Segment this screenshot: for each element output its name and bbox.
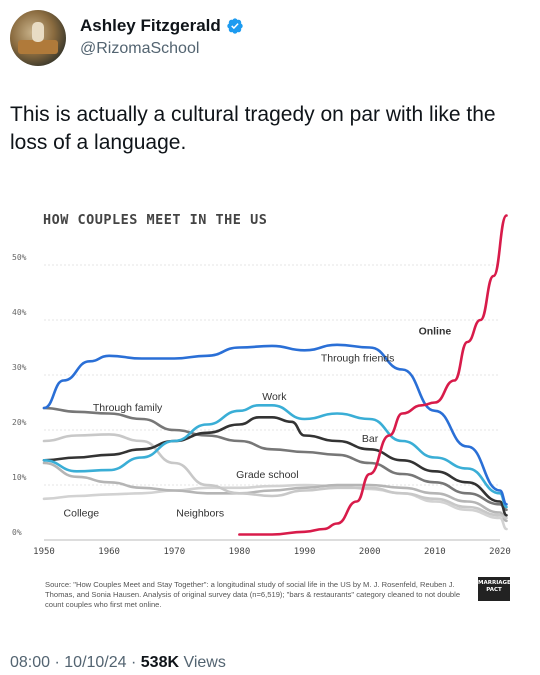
series-line-through-family [42,406,508,512]
y-tick-label: 40% [12,308,27,317]
y-tick-label: 10% [12,473,27,482]
brand-line-2: PACT [486,586,502,593]
x-tick-label: 2010 [424,547,446,557]
x-tick-label: 1990 [294,547,316,557]
x-tick-label: 2020 [489,547,511,557]
y-tick-label: 30% [12,363,27,372]
marriage-pact-logo: MARRIAGE PACT [478,577,511,601]
series-label: Online [419,325,452,337]
author-name-row: Ashley Fitzgerald [80,15,244,37]
series-label: Work [262,391,287,403]
verified-badge-icon [227,18,243,34]
series-line-college [42,461,508,523]
x-tick-label: 1960 [98,547,120,557]
series-line-bar [42,416,508,517]
author-handle[interactable]: @RizomaSchool [80,40,200,57]
x-tick-label: 1970 [163,547,185,557]
views-count: 538K [140,654,180,671]
y-tick-label: 20% [12,418,27,427]
series-label: Through friends [321,352,395,364]
series-line-grade-school [42,433,508,520]
brand-line-1: MARRIAGE [478,580,511,586]
display-name[interactable]: Ashley Fitzgerald [80,16,221,35]
tweet-time[interactable]: 08:00 [10,654,51,671]
x-tick-label: 1950 [33,547,55,557]
source-note: Source: "How Couples Meet and Stay Toget… [45,580,461,609]
series-label: College [64,507,100,519]
tweet-meta: 08:00 · 10/10/24 · 538K Views [10,654,226,672]
tweet-date[interactable]: 10/10/24 [64,654,127,671]
tweet-text: This is actually a cultural tragedy on p… [10,103,496,154]
series-label: Bar [362,433,379,445]
x-tick-label: 1980 [229,547,251,557]
series-label: Through family [93,402,163,414]
meta-separator: · [50,654,65,671]
series-line-online [238,214,508,536]
meta-separator-2: · [126,654,141,671]
chart-image[interactable]: HOW COUPLES MEET IN THE US 0% 10% 20% 30% 40… [10,192,530,628]
tweet-header: Ashley Fitzgerald @RizomaSchool [10,10,530,66]
views-label: Views [179,654,226,671]
series-label: Neighbors [176,507,224,519]
avatar[interactable] [10,10,66,66]
line-chart: 0% 10% 20% 30% 40% 50% 1950 1960 1970 1980 1990 200… [12,214,511,557]
x-tick-label: 2000 [359,547,381,557]
series-line-work [42,404,508,509]
y-tick-label: 0% [12,528,22,537]
series-line-through-friends [42,343,508,506]
series-line-neighbors [42,483,508,531]
chart-title: HOW COUPLES MEET IN THE US [43,212,268,228]
y-tick-label: 50% [12,253,27,262]
series-label: Grade school [236,469,298,481]
